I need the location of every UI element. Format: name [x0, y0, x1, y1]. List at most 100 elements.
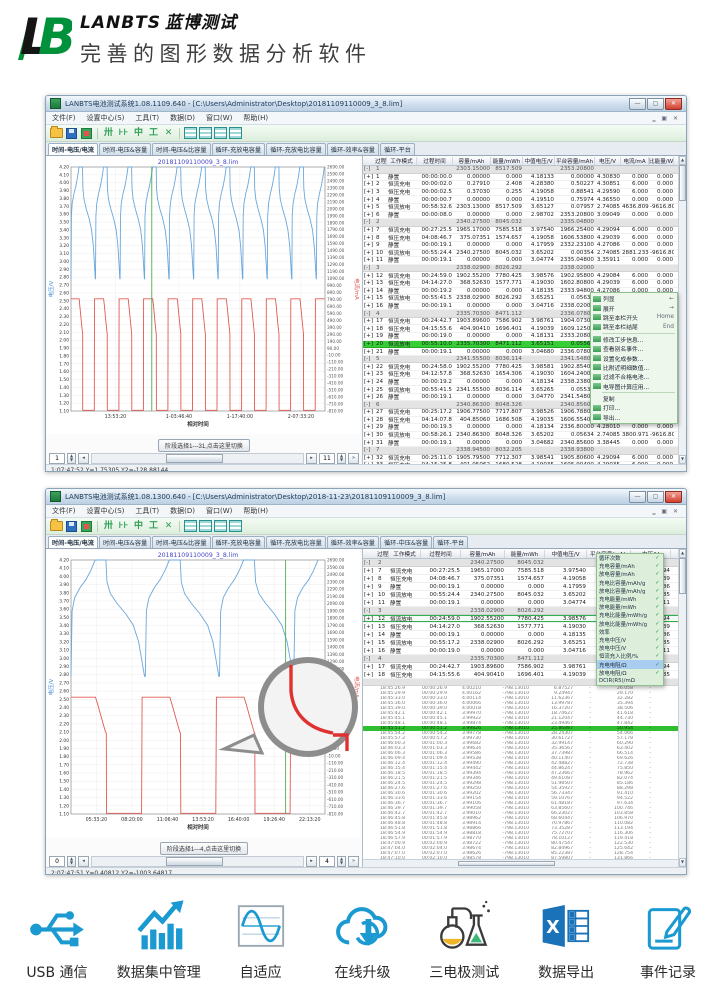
hscroll-thumb[interactable] [457, 861, 555, 866]
context-menu-item-1[interactable]: 展开 → [591, 303, 677, 313]
detail-row[interactable]: 18:46:39.7 00:01:39.7 3.99058 -798.13010 63.… [363, 806, 686, 811]
group-row[interactable]: [-] 6 2340.86300 8048.326 2340.85600 [363, 401, 686, 409]
group-row[interactable]: [-] 7 2338.94500 8032.205 2338.93800 [363, 446, 686, 455]
scrollbar-thumb[interactable] [165, 857, 223, 866]
tool-close-button[interactable]: ✕ [162, 520, 175, 532]
menu-item-2[interactable]: 工具(T) [135, 114, 160, 122]
save-button[interactable] [65, 520, 78, 532]
scrollbar-track[interactable] [91, 856, 304, 867]
detail-row[interactable]: 18:45:29.9 00:00:29.9 4.00162 -798.13010 9.2… [363, 691, 686, 696]
table-row[interactable]: [+] 14 静置 00:00:19.2 0.00000 0.000 4.18135 2333… [363, 288, 686, 296]
column-header-7[interactable]: 平台容量/mAh [555, 156, 595, 165]
scroll-left-button[interactable]: ◂ [78, 453, 89, 464]
context-menu-item-13[interactable]: 打印... [591, 403, 677, 412]
minimize-button[interactable]: — [629, 97, 646, 110]
stage-select-button[interactable]: 阶段选择1---4,点击这里切换 [159, 841, 249, 855]
minimize-button[interactable]: — [629, 490, 646, 503]
tool-compare-button[interactable]: ⊦⊦ [117, 127, 130, 139]
context-menu-item-2[interactable]: 跳至本栏开头 Home [591, 313, 677, 322]
detail-row[interactable]: 18:45:36.0 00:00:36.0 4.00066 -798.13010 13.… [363, 701, 686, 706]
context-menu-item-8[interactable]: 比附近明细数值... [591, 363, 677, 372]
table-row[interactable]: [+] 32 恒流充电 00:25:11.0 1905.79500 7712.307 3.9… [363, 455, 686, 463]
scroll-down-button[interactable]: ▼ [679, 455, 686, 464]
dropdown-item-10[interactable]: 充电中压/V ✓ [597, 636, 663, 644]
column-header-10[interactable]: 比能量/W/kg [649, 156, 674, 165]
dropdown-item-6[interactable]: 放电能量/mWh ✓ [597, 603, 663, 611]
maximize-button[interactable]: ▢ [647, 490, 664, 503]
view-grid-button[interactable] [229, 520, 242, 532]
column-header-3[interactable]: 过程时间 [421, 549, 461, 558]
dropdown-item-4[interactable]: 放电比容量/mAh/g ✓ [597, 587, 663, 595]
detail-row[interactable]: 18:47:07.0 00:02:07.0 3.98626 -798.13010 85.… [363, 851, 686, 856]
context-menu-item-12[interactable]: 复制 [591, 394, 677, 403]
detail-row[interactable]: 18:46:18.5 00:01:18.5 3.99394 -798.13010 47.… [363, 771, 686, 776]
maximize-button[interactable]: ▢ [647, 97, 664, 110]
page-spinner-right[interactable]: ▲ ▼ [337, 856, 346, 867]
tab-7[interactable]: 循环-平台 [433, 536, 469, 548]
column-header-3[interactable]: 过程时间 [417, 156, 453, 165]
context-menu-item-0[interactable]: 列显 ← [591, 294, 677, 303]
tool-close-button[interactable]: ✕ [162, 127, 175, 139]
vscroll-thumb[interactable] [679, 165, 686, 201]
menu-item-4[interactable]: 窗口(W) [206, 507, 233, 515]
chart-canvas[interactable]: 20181109110009_3_8.lim 4.204.10 4.00 3.90 3.… [46, 156, 361, 434]
tool-compare-button[interactable]: ⊦⊦ [117, 520, 130, 532]
detail-row[interactable]: 18:46:42.7 00:01:42.7 3.99010 -798.13010 66.… [363, 811, 686, 816]
scrollbar-track[interactable] [91, 453, 304, 464]
last-page-button[interactable]: » [348, 453, 359, 464]
import-data-button[interactable] [80, 127, 93, 139]
scroll-down-button[interactable]: ▼ [679, 858, 686, 867]
table-row[interactable]: [+] 10 恒流放电 00:55:24.4 2340.27500 8045.032 3.6… [363, 250, 686, 258]
page-number-right[interactable]: 11 [319, 453, 335, 464]
menu-item-3[interactable]: 数据(D) [170, 507, 196, 515]
horizontal-scrollbar[interactable] [363, 859, 679, 867]
detail-row[interactable]: 18:46:57.9 00:01:57.9 3.98770 -798.13010 78.… [363, 836, 686, 841]
page-spinner[interactable]: ▲ ▼ [67, 856, 76, 867]
detail-row[interactable]: 18:46:12.4 00:01:12.4 3.99490 -798.13010 42.… [363, 761, 686, 766]
tab-3[interactable]: 循环-充放电容量 [211, 536, 266, 548]
tab-2[interactable]: 时间-电压&比容量 [152, 143, 211, 155]
detail-row[interactable]: 18:47:04.0 00:02:04.0 3.98674 -798.13010 82.… [363, 846, 686, 851]
column-header-1[interactable]: 过程序号 [375, 156, 387, 165]
tab-1[interactable]: 时间-电压&容量 [98, 536, 152, 548]
context-menu-item-14[interactable]: 导出... [591, 413, 677, 422]
tool-channels-button[interactable]: 卅 [102, 520, 115, 532]
context-menu-item-10[interactable]: 电导图计算应用... [591, 382, 677, 391]
detail-row[interactable]: 18:46:30.6 00:01:30.6 3.99202 -798.13010 56.… [363, 791, 686, 796]
detail-row[interactable]: 18:46:06.3 00:01:06.3 3.99586 -798.13010 37.… [363, 751, 686, 756]
menu-item-1[interactable]: 设置中心(S) [86, 114, 125, 122]
menu-item-0[interactable]: 文件(F) [52, 507, 76, 515]
tab-0[interactable]: 时间-电压/电流 [48, 143, 98, 155]
dropdown-item-14[interactable]: 放电电阻/Ω ✓ [597, 669, 663, 677]
group-row[interactable]: [-] 3 2338.02900 8026.292 2338.02000 [363, 264, 686, 273]
tool-channels-button[interactable]: 卅 [102, 127, 115, 139]
tab-3[interactable]: 循环-充放电容量 [211, 143, 266, 155]
detail-row[interactable]: 18:46:45.8 00:01:45.8 3.98962 -798.13010 68.… [363, 816, 686, 821]
page-number-left[interactable]: 0 [49, 856, 65, 867]
menu-item-0[interactable]: 文件(F) [52, 114, 76, 122]
detail-row[interactable]: 18:45:39.0 00:00:39.0 4.00018 -798.13010 16.… [363, 706, 686, 711]
tab-5[interactable]: 循环-效率&容量 [326, 536, 379, 548]
tool-mid-button[interactable]: 中 [132, 520, 145, 532]
column-header-5[interactable]: 能量/mWh [491, 156, 523, 165]
dropdown-item-9[interactable]: 效率 ✓ [597, 628, 663, 636]
vertical-scrollbar[interactable]: ▲ ▼ [678, 156, 686, 464]
table-row[interactable]: [+] 2 恒流充电 00:00:02.0 0.27910 2.408 4.28380 0.5… [363, 181, 686, 189]
table-row[interactable]: [+] 31 静置 00:00:19.1 0.00000 0.000 3.04682 2340… [363, 439, 686, 447]
scroll-left-button[interactable]: ◂ [78, 856, 89, 867]
dropdown-item-7[interactable]: 充电比能量/mWh/g ✓ [597, 611, 663, 619]
stage-select-button[interactable]: 阶段选择1---31,点击这里切换 [158, 438, 250, 452]
column-header-4[interactable]: 容量/mAh [453, 156, 491, 165]
scroll-up-button[interactable]: ▲ [679, 156, 686, 165]
tab-2[interactable]: 时间-电压&比容量 [152, 536, 211, 548]
detail-row[interactable]: 18:45:33.0 00:00:33.0 4.00114 -798.13010 11.… [363, 696, 686, 701]
vertical-scrollbar[interactable]: ▲ ▼ [678, 549, 686, 867]
detail-row[interactable]: 18:46:24.5 00:01:24.5 3.99298 -798.13010 51.… [363, 781, 686, 786]
scroll-right-button[interactable]: ▸ [306, 453, 317, 464]
detail-row[interactable]: 18:45:48.1 00:00:48.1 3.99874 -798.13010 23.… [363, 721, 686, 726]
detail-row[interactable]: 18:46:03.3 00:01:03.3 3.99634 -798.13010 35.… [363, 746, 686, 751]
page-spinner[interactable]: ▲ ▼ [67, 453, 76, 464]
detail-row[interactable]: 18:46:09.4 00:01:09.4 3.99538 -798.13010 40.… [363, 756, 686, 761]
tool-step-button[interactable]: 工 [147, 127, 160, 139]
dropdown-item-1[interactable]: 充电容量/mAh ✓ [597, 562, 663, 570]
